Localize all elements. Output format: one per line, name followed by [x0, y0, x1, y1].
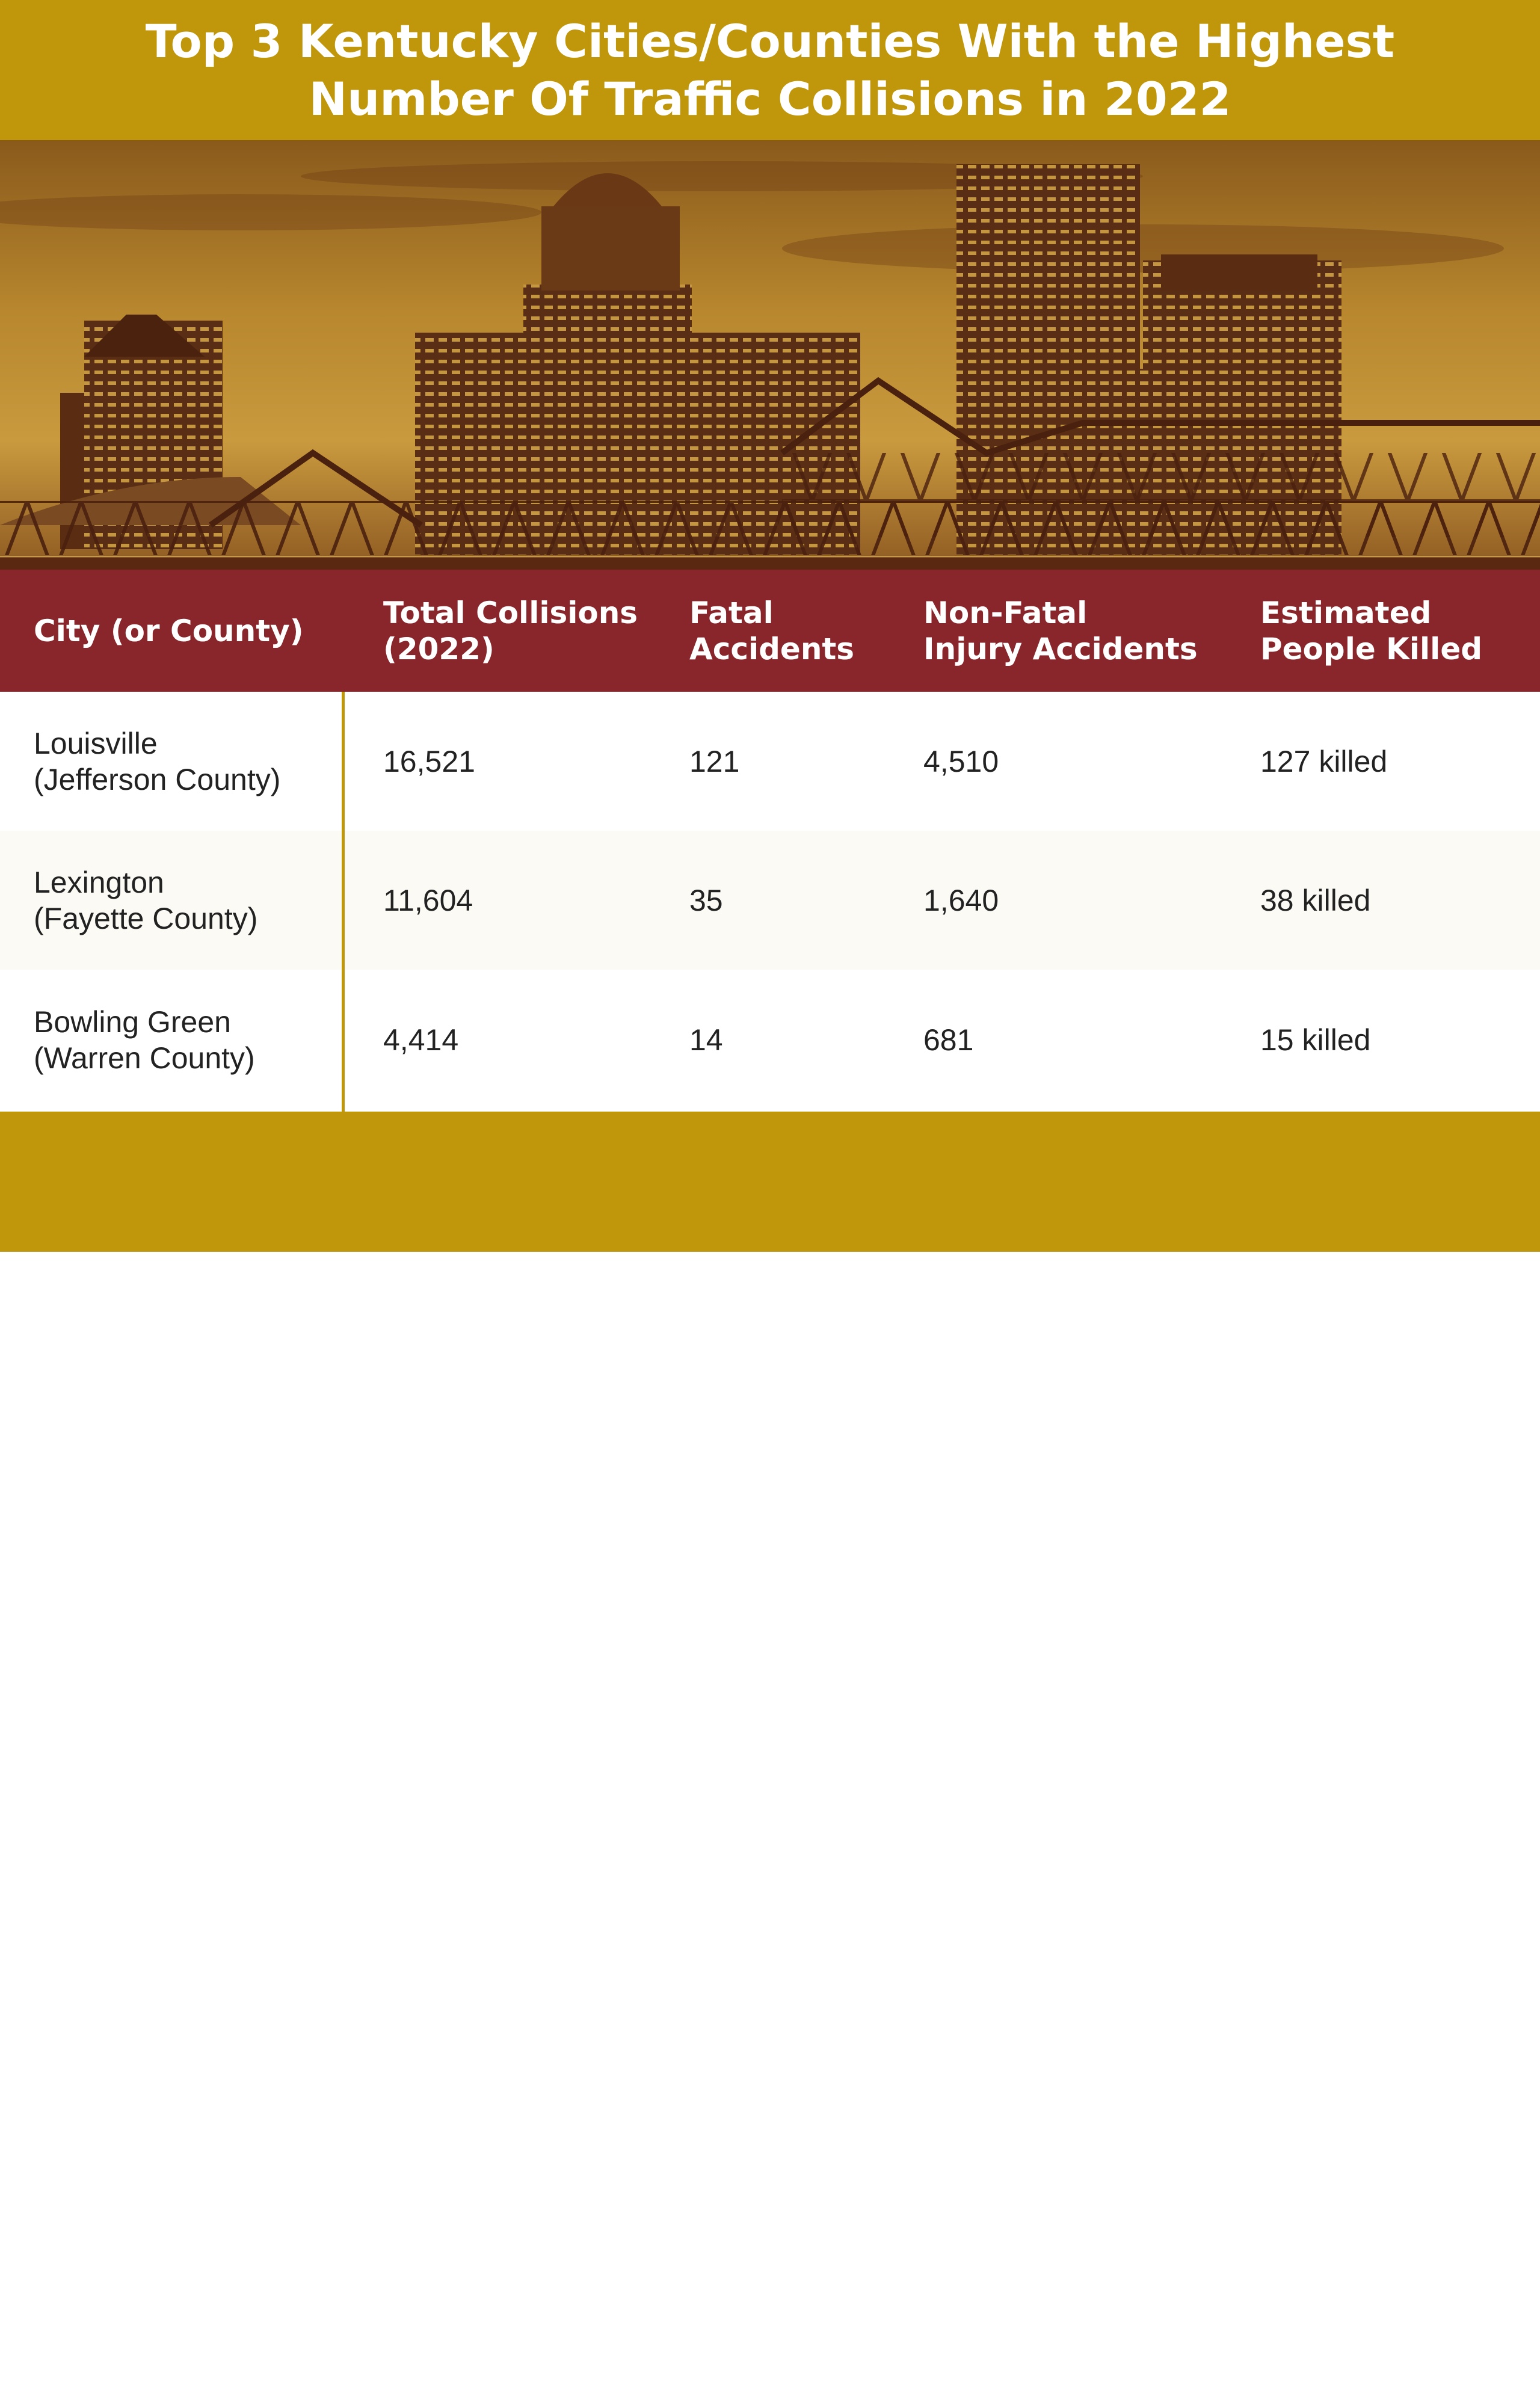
cell-killed: 38 killed	[1260, 883, 1371, 917]
title-line-1: Top 3 Kentucky Cities/Counties With the …	[145, 14, 1395, 68]
table-row: Lexington (Fayette County) 11,604 35 1,6…	[0, 831, 1540, 970]
cell-non-fatal: 681	[923, 1023, 974, 1057]
header-non-fatal-injury: Non-Fatal Injury Accidents	[923, 595, 1198, 666]
cell-total: 4,414	[383, 1023, 459, 1057]
cell-fatal: 35	[689, 883, 723, 917]
cell-city: Bowling Green (Warren County)	[34, 1005, 255, 1075]
cell-non-fatal: 1,640	[923, 883, 999, 917]
table-row: Bowling Green (Warren County) 4,414 14 6…	[0, 970, 1540, 1112]
header-total-collisions: Total Collisions (2022)	[383, 595, 638, 666]
column-divider	[342, 692, 345, 1112]
header-fatal-accidents: Fatal Accidents	[689, 595, 855, 666]
title-band: Top 3 Kentucky Cities/Counties With the …	[0, 0, 1540, 140]
table-row: Louisville (Jefferson County) 16,521 121…	[0, 692, 1540, 831]
cell-killed: 15 killed	[1260, 1023, 1371, 1057]
louisville-skyline-image	[0, 140, 1540, 570]
logo-line-1: GOLDWATER	[698, 2259, 957, 2303]
cell-total: 16,521	[383, 744, 475, 778]
cell-fatal: 121	[689, 744, 740, 778]
header-city: City (or County)	[34, 613, 304, 648]
cell-total: 11,604	[383, 883, 473, 917]
cell-non-fatal: 4,510	[923, 744, 999, 778]
cell-city: Lexington (Fayette County)	[34, 865, 258, 935]
header-people-killed: Estimated People Killed	[1260, 595, 1483, 666]
g-column-logo-icon: G	[590, 2251, 689, 2342]
cell-fatal: 14	[689, 1023, 723, 1057]
cell-killed: 127 killed	[1260, 744, 1388, 778]
title-line-2: Number Of Traffic Collisions in 2022	[309, 72, 1231, 126]
table-header: City (or County) Total Collisions (2022)…	[0, 570, 1540, 692]
goldwater-logo: G GOLDWATER LAW FIRM	[587, 2251, 959, 2384]
cell-city: Louisville (Jefferson County)	[34, 726, 281, 796]
logo-line-2: LAW FIRM	[698, 2300, 842, 2384]
footer: G GOLDWATER LAW FIRM	[0, 1112, 1540, 2384]
